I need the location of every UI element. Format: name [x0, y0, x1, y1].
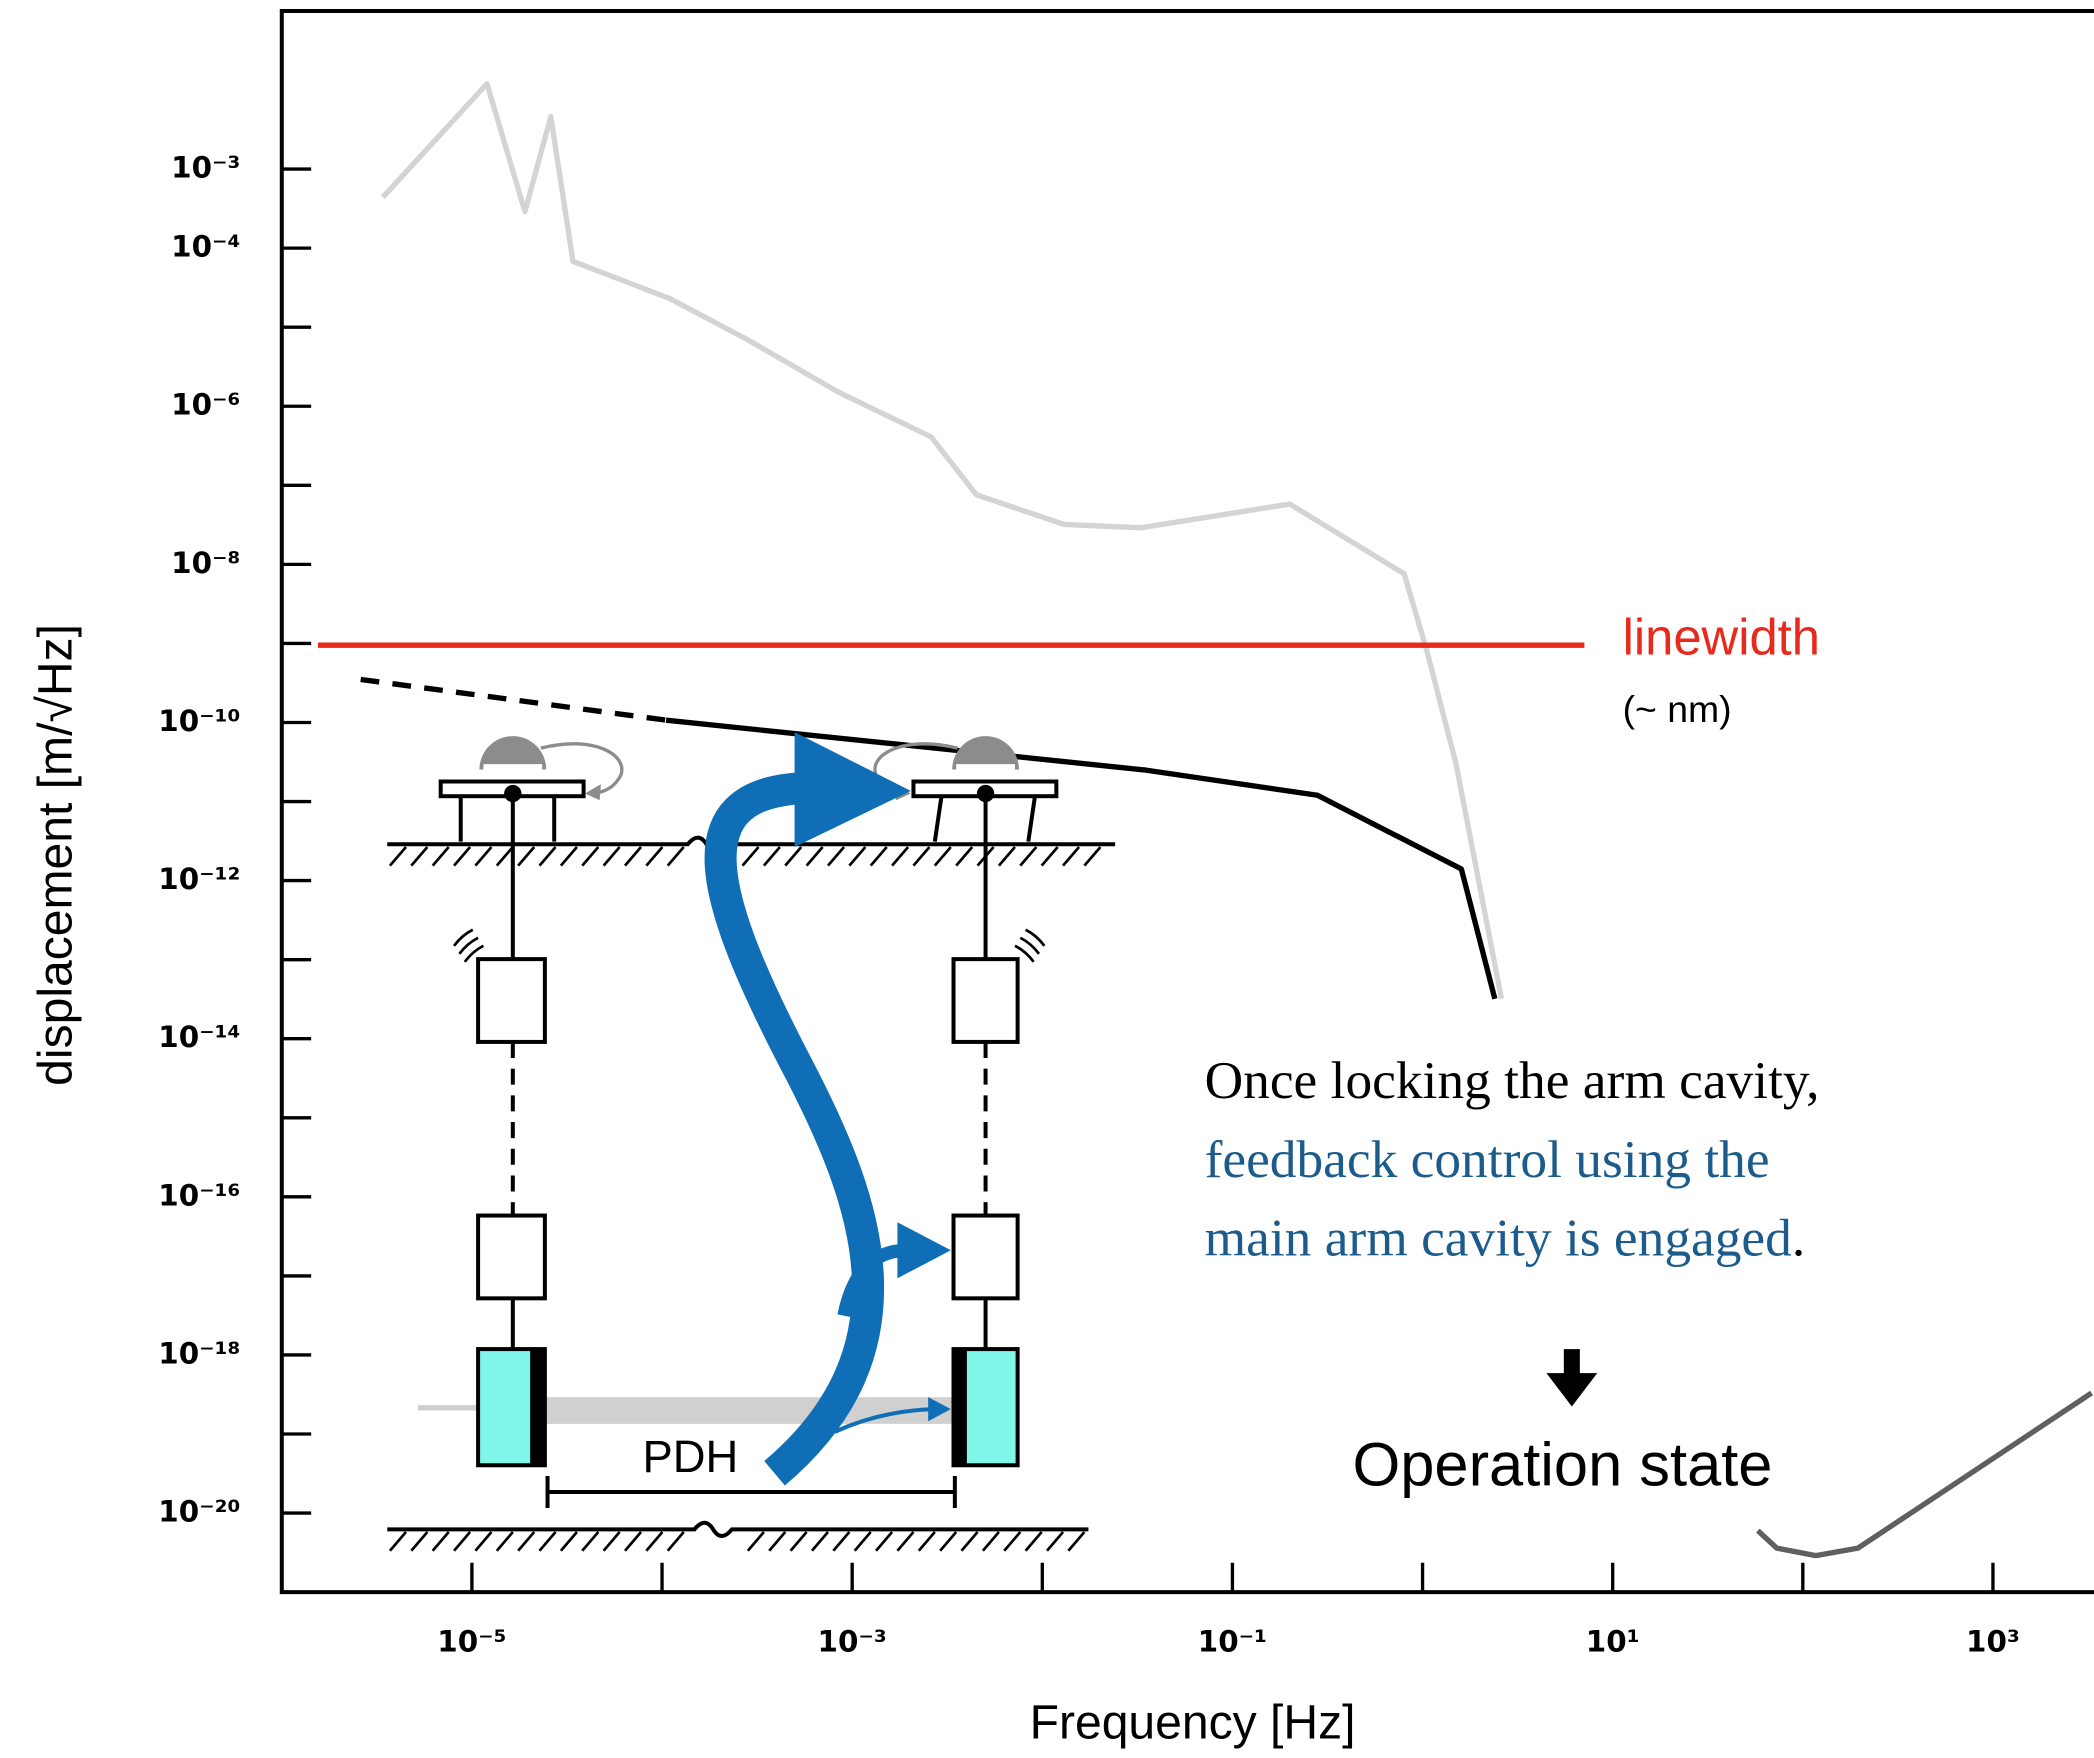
- hatch: [388, 846, 685, 867]
- pdh-bracket: [545, 1475, 957, 1509]
- y-tick-label: 10⁻²⁰: [158, 1495, 240, 1529]
- stage-box: [951, 1213, 1020, 1301]
- series-line: [1756, 1390, 2094, 1559]
- x-tick-label: 10³: [1966, 1624, 2020, 1658]
- y-tick-label: 10⁻⁸: [171, 546, 240, 580]
- x-tick-label: 10⁻¹: [1198, 1624, 1267, 1658]
- note-end: .: [1792, 1208, 1805, 1268]
- vibration: [1014, 928, 1046, 963]
- y-tick-label: 10⁻¹⁴: [158, 1020, 240, 1054]
- y-tick-label: 10⁻⁶: [171, 388, 240, 422]
- x-tick-label: 10⁻³: [818, 1624, 887, 1658]
- series-line: [380, 81, 1505, 1000]
- mirror-coating: [953, 1349, 967, 1466]
- x-axis-title: Frequency [Hz]: [1030, 1695, 1356, 1749]
- actuator-base: [483, 764, 543, 777]
- hatch: [746, 1531, 1086, 1552]
- feedback-arrowhead: [897, 1222, 951, 1279]
- ground: [387, 835, 1116, 853]
- note-line: Once locking the arm cavity,: [1205, 1050, 1820, 1110]
- result-label: Operation state: [1353, 1431, 1773, 1500]
- diagram: [387, 732, 1598, 1552]
- gray-arrow: [540, 742, 624, 796]
- cavity-beam: [534, 1397, 954, 1424]
- plot-area: 10⁻³ 10⁻⁴ 10⁻⁶ 10⁻⁸ 10⁻¹⁰ 10⁻¹² 10⁻¹⁴ 10⁻¹⁶ 10⁻¹…: [158, 8, 2094, 1658]
- stage-box: [951, 957, 1020, 1044]
- feedback-arrow: [833, 1407, 935, 1434]
- actuator: [479, 736, 547, 770]
- gray-arrowhead: [584, 784, 601, 801]
- actuator: [952, 736, 1019, 770]
- y-axis-title: displacement [m/√Hz]: [28, 624, 82, 1086]
- series-line: [360, 676, 667, 723]
- y-tick-label: 10⁻¹⁸: [158, 1336, 240, 1370]
- x-tick-label: 10⁻⁵: [437, 1624, 506, 1658]
- stage-box: [476, 1213, 547, 1301]
- feedback-arrowhead: [928, 1397, 951, 1422]
- y-tick-label: 10⁻¹²: [158, 862, 240, 896]
- pdh-label: PDH: [643, 1431, 739, 1482]
- feedback-arrowhead: [794, 732, 911, 847]
- ground: [387, 1520, 1089, 1539]
- x-tick-label: 10¹: [1586, 1624, 1640, 1658]
- vibration: [452, 928, 485, 963]
- stage-box: [476, 957, 547, 1044]
- hatch: [741, 846, 1102, 867]
- feedback-arrow: [704, 772, 885, 1486]
- note-line: feedback control using the: [1205, 1129, 1770, 1189]
- note: Once locking the arm cavity, feedback co…: [1205, 1050, 1820, 1268]
- legs: [932, 795, 1037, 842]
- linewidth-label: linewidth: [1623, 609, 1820, 666]
- y-tick-label: 10⁻³: [171, 151, 240, 185]
- down-arrowhead: [1546, 1373, 1598, 1407]
- note-line: main arm cavity is engaged: [1205, 1208, 1793, 1268]
- y-tick-label: 10⁻⁴: [171, 230, 240, 264]
- actuator-base: [956, 764, 1015, 777]
- y-tick-label: 10⁻¹⁰: [158, 704, 240, 738]
- y-tick-label: 10⁻¹⁶: [158, 1178, 240, 1212]
- hatch: [388, 1531, 685, 1552]
- linewidth-note: (~ nm): [1623, 688, 1732, 730]
- legs: [458, 796, 557, 842]
- mirror-coating: [530, 1349, 545, 1466]
- note-line: main arm cavity is engaged.: [1205, 1208, 1806, 1268]
